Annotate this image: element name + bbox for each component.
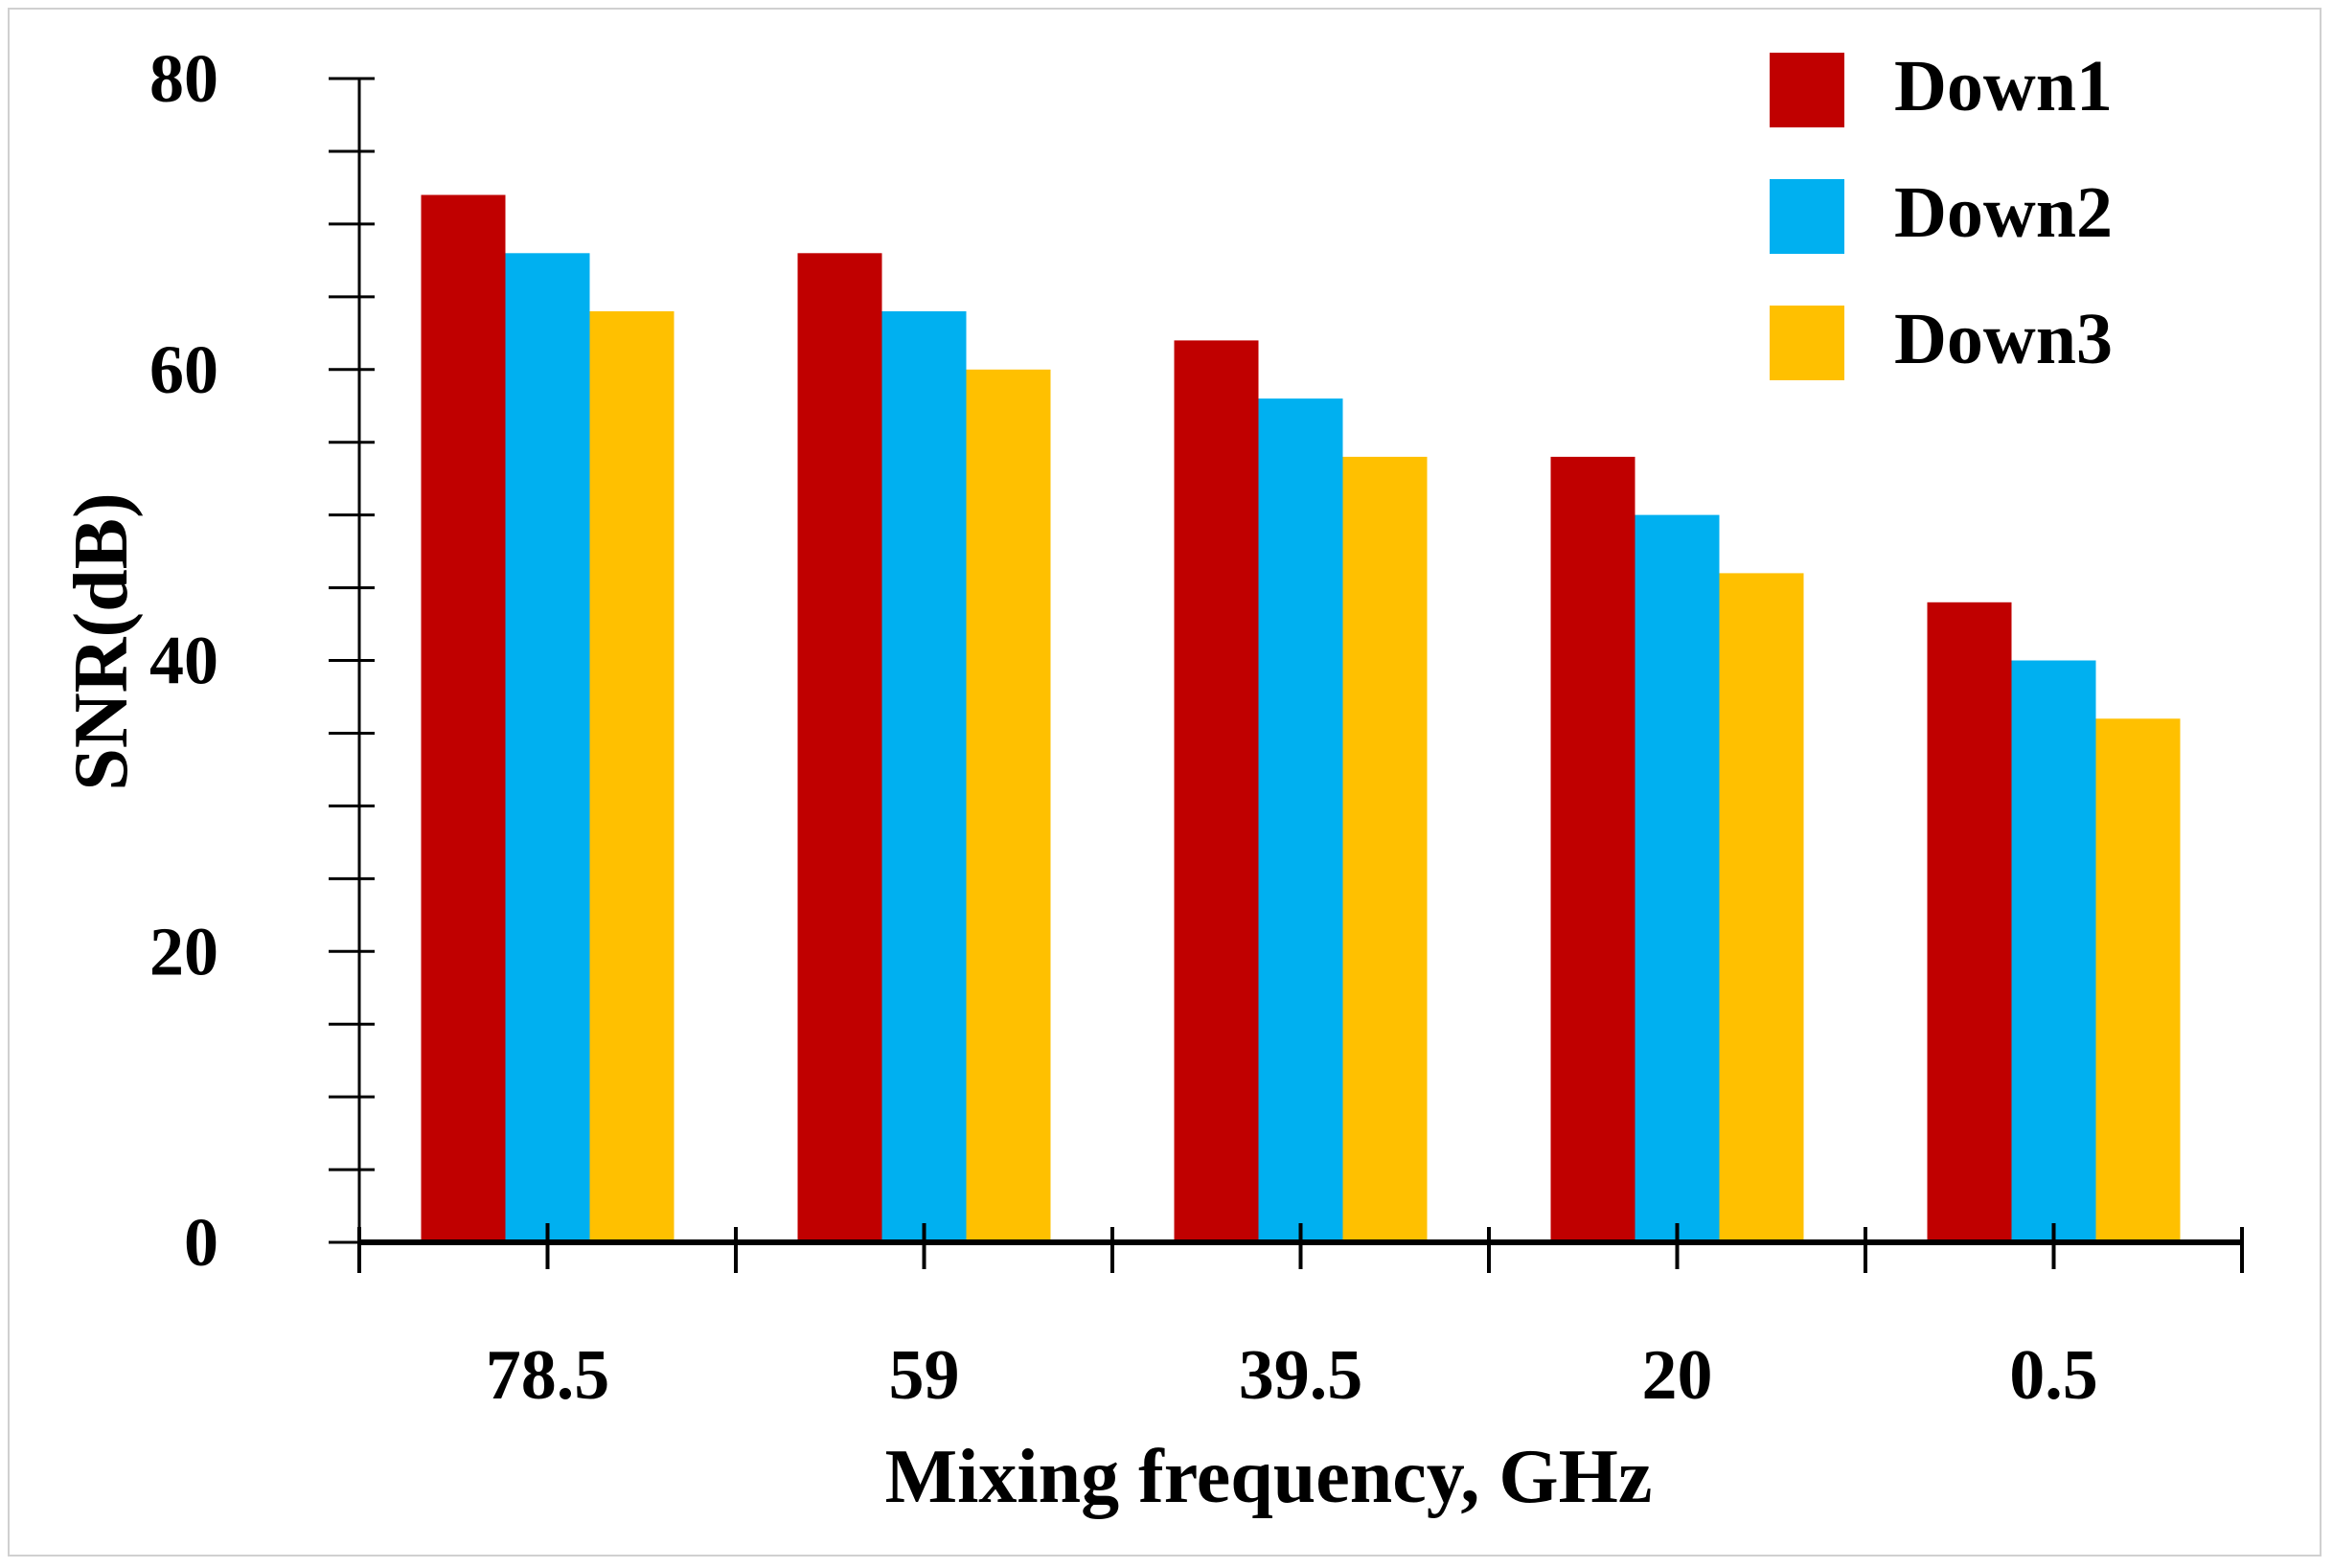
bar-down2-0.5 [2011,660,2096,1242]
bar-down1-20 [1550,456,1635,1242]
y-tick-label: 20 [149,913,218,989]
x-tick-label: 39.5 [1239,1336,1363,1415]
bar-down1-0.5 [1927,602,2012,1243]
legend-label-down1: Down1 [1894,46,2113,126]
bar-down3-20 [1719,573,1804,1242]
bar-down2-20 [1635,514,1720,1242]
x-tick-label: 0.5 [2009,1336,2098,1415]
bar-down1-78.5 [421,194,506,1242]
y-axis-title: SNR(dB) [59,492,144,790]
bar-down1-59 [797,253,882,1243]
bar-down3-39.5 [1342,456,1428,1242]
x-tick-label: 20 [1642,1336,1713,1415]
x-tick-label: 78.5 [486,1336,610,1415]
bar-down1-39.5 [1174,340,1259,1242]
x-tick-label: 59 [889,1336,960,1415]
legend-swatch-down3 [1770,306,1844,380]
y-tick-label: 0 [184,1204,218,1281]
bar-down3-0.5 [2095,718,2181,1243]
legend-label-down3: Down3 [1894,299,2113,379]
bar-down2-39.5 [1258,398,1343,1243]
axes-group [329,77,2244,1273]
bar-down3-59 [966,369,1051,1243]
bars-group [421,194,2181,1243]
legend: Down1 Down2 Down3 [1770,46,2113,380]
legend-label-down2: Down2 [1894,172,2113,253]
y-tick-label: 60 [149,331,218,408]
y-tick-label: 80 [149,40,218,117]
bar-down2-78.5 [505,253,590,1243]
tick-labels-group: 78.5 59 39.5 20 0.5 0 20 40 60 80 [149,40,2098,1415]
bar-down2-59 [881,311,967,1242]
x-axis-title: Mixing frequency, GHz [885,1435,1653,1519]
legend-swatch-down1 [1770,53,1844,127]
y-tick-label: 40 [149,623,218,699]
bar-down3-78.5 [589,311,675,1242]
legend-swatch-down2 [1770,179,1844,254]
